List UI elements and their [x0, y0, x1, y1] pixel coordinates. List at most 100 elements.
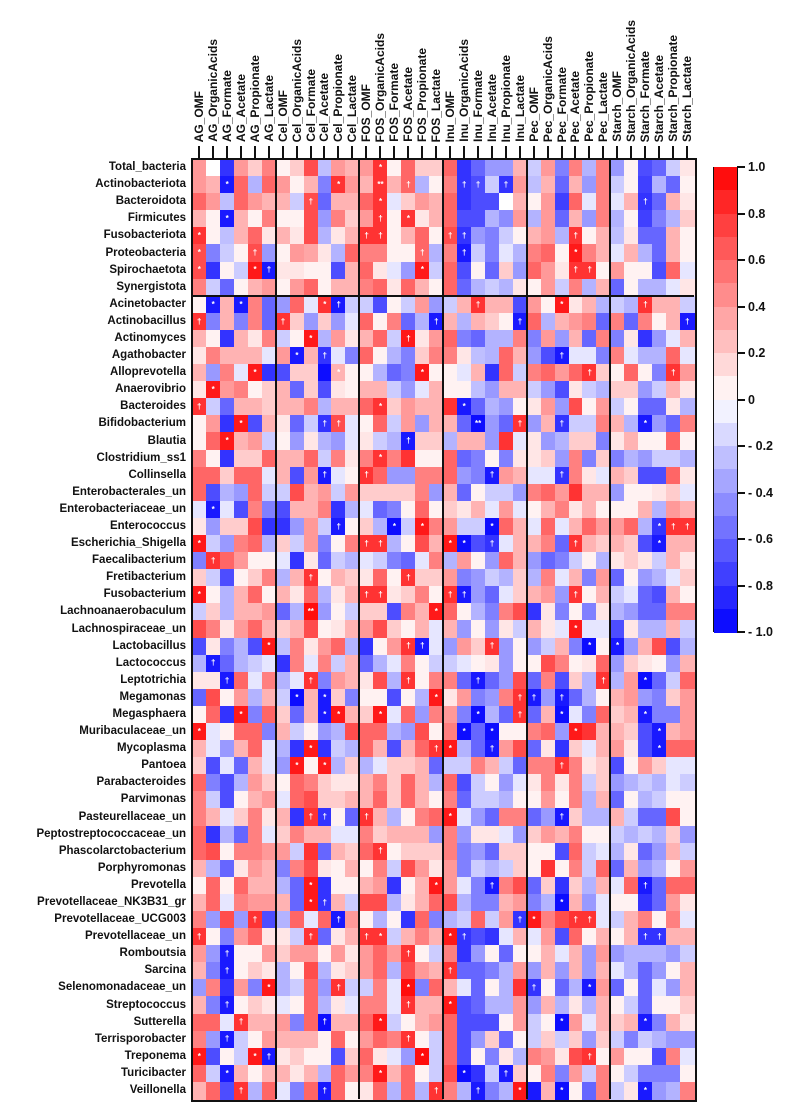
heatmap-cell	[484, 176, 500, 194]
heatmap-cell	[666, 620, 681, 639]
heatmap-cell	[470, 449, 486, 468]
heatmap-cell	[568, 1081, 584, 1100]
heatmap-cell	[359, 159, 374, 177]
heatmap-cell	[317, 261, 333, 280]
heatmap-cell	[429, 415, 444, 434]
heatmap-cell	[387, 996, 402, 1015]
heatmap-cell	[652, 1081, 667, 1100]
heatmap-cell	[387, 312, 402, 331]
heatmap-cell	[484, 688, 500, 707]
heatmap-cell	[582, 825, 597, 844]
heatmap-cell	[484, 842, 500, 861]
heatmap-cell	[582, 876, 597, 895]
heatmap-cell	[624, 757, 639, 775]
heatmap-cell	[387, 979, 402, 998]
significance-marker: †	[587, 265, 592, 275]
significance-marker: †	[308, 197, 314, 207]
heatmap-cell	[303, 278, 319, 297]
colorbar-tick	[737, 398, 745, 401]
heatmap-cell	[680, 671, 695, 690]
heatmap-cell	[219, 705, 235, 724]
heatmap-cell	[401, 364, 416, 382]
heatmap-cell	[610, 432, 625, 451]
heatmap-cell	[610, 654, 625, 673]
heatmap-cell	[624, 928, 639, 946]
heatmap-cell	[443, 176, 458, 194]
heatmap-cell	[359, 483, 374, 502]
heatmap-cell	[596, 637, 611, 656]
colorbar-step	[714, 608, 737, 633]
heatmap-cell	[275, 688, 291, 707]
heatmap-cell	[275, 244, 291, 263]
heatmap-cell	[568, 312, 584, 331]
heatmap-cell	[275, 210, 291, 228]
heatmap-cell	[540, 1013, 556, 1032]
heatmap-cell	[247, 825, 263, 844]
heatmap-cell	[596, 415, 611, 434]
heatmap-cell	[219, 688, 235, 707]
significance-marker: *	[197, 590, 201, 600]
heatmap-cell: †	[401, 176, 416, 194]
heatmap-cell	[233, 312, 249, 331]
heatmap-cell	[666, 671, 681, 690]
significance-marker: †	[559, 350, 565, 360]
heatmap-cell	[331, 193, 346, 211]
heatmap-cell: *	[219, 210, 235, 228]
heatmap-cell	[429, 979, 444, 998]
significance-marker: *	[532, 914, 536, 924]
heatmap-cell	[415, 893, 430, 912]
heatmap-cell	[247, 705, 263, 724]
heatmap-cell	[387, 637, 402, 656]
heatmap-cell	[275, 1064, 291, 1083]
colorbar-tick	[737, 259, 745, 261]
heatmap-cell	[429, 552, 444, 570]
heatmap-cell: †	[484, 637, 500, 656]
heatmap-cell: *	[443, 535, 458, 553]
heatmap-cell	[205, 312, 221, 331]
column-tick	[267, 146, 270, 158]
heatmap-cell	[554, 586, 570, 604]
heatmap-cell	[624, 808, 639, 827]
heatmap-cell	[373, 723, 388, 741]
heatmap-cell	[233, 329, 249, 348]
heatmap-cell	[540, 159, 556, 177]
heatmap-cell: †	[680, 517, 695, 536]
significance-marker: *	[309, 897, 313, 907]
heatmap-cell	[484, 312, 500, 331]
colorbar-tick	[737, 212, 745, 215]
heatmap-cell	[498, 483, 514, 502]
column-tick	[211, 146, 214, 158]
heatmap-cell	[233, 723, 249, 741]
heatmap-cell: †	[484, 466, 500, 485]
heatmap-cell	[387, 654, 402, 673]
heatmap-cell	[415, 415, 430, 434]
colorbar-tick	[737, 445, 745, 447]
heatmap-cell	[429, 791, 444, 810]
heatmap-cell	[638, 500, 653, 519]
heatmap-cell	[666, 500, 681, 519]
heatmap-cell	[317, 791, 333, 810]
heatmap-cell	[582, 483, 597, 502]
heatmap-cell: †	[666, 364, 681, 382]
heatmap-cell	[568, 705, 584, 724]
heatmap-cell	[289, 808, 305, 827]
heatmap-cell	[666, 740, 681, 758]
colorbar-step	[714, 353, 737, 377]
heatmap-cell	[345, 466, 360, 485]
heatmap-cell	[387, 381, 402, 399]
heatmap-cell	[345, 415, 360, 434]
heatmap-cell: †	[429, 1081, 444, 1100]
heatmap-cell	[540, 876, 556, 895]
heatmap-cell	[680, 740, 695, 758]
heatmap-cell	[219, 415, 235, 434]
heatmap-cell	[582, 278, 597, 297]
heatmap-cell	[484, 757, 500, 775]
colorbar-step	[714, 585, 737, 610]
significance-marker: †	[308, 812, 314, 822]
heatmap-cell	[666, 859, 681, 878]
heatmap-cell	[261, 740, 277, 758]
heatmap-cell: *	[429, 603, 444, 622]
heatmap-cell	[205, 962, 221, 980]
heatmap-cell	[373, 1030, 388, 1049]
heatmap-cell	[303, 1047, 319, 1066]
